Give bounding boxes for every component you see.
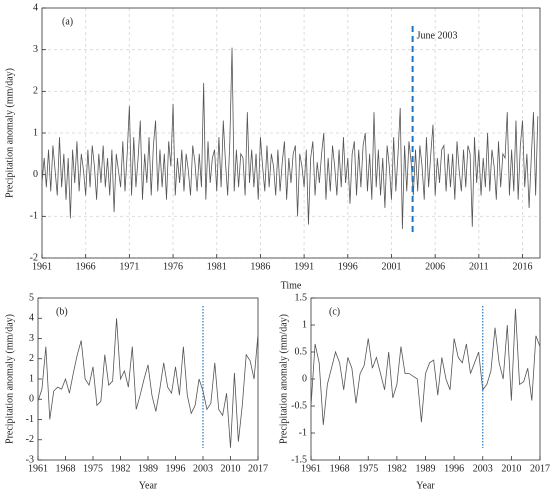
- x-axis-label: Year: [139, 480, 158, 491]
- x-tick-label: 1966: [76, 261, 96, 272]
- x-tick-label: 1991: [294, 261, 314, 272]
- y-tick-label: 1: [29, 373, 34, 384]
- y-tick-label: 0: [29, 394, 34, 405]
- y-tick-label: -2: [30, 252, 38, 263]
- y-axis-label: Precipitation anomaly (mm/day): [4, 68, 15, 198]
- y-tick-label: 3: [29, 333, 34, 344]
- x-axis-label: Year: [416, 480, 435, 491]
- x-tick-label: 1961: [301, 463, 321, 474]
- y-tick-label: -2: [26, 434, 34, 445]
- x-tick-label: 1976: [163, 261, 183, 272]
- series-line: [37, 318, 259, 448]
- plot-frame: [37, 297, 259, 461]
- x-tick-label: 2010: [501, 463, 521, 474]
- y-tick-label: 1: [302, 319, 307, 330]
- x-tick-label: 1982: [111, 463, 131, 474]
- panel-title: (c): [329, 306, 340, 317]
- x-tick-label: 1968: [56, 463, 76, 474]
- y-tick-label: 5: [29, 292, 34, 303]
- y-axis-label: Precipitation anomaly (mm/day): [278, 314, 289, 444]
- x-tick-label: 1975: [358, 463, 378, 474]
- x-tick-label: 2003: [193, 463, 213, 474]
- x-tick-label: 2001: [381, 261, 401, 272]
- x-tick-label: 2011: [469, 261, 489, 272]
- x-tick-label: 1982: [387, 463, 407, 474]
- y-tick-label: -1: [30, 211, 38, 222]
- y-tick-label: 4: [33, 2, 38, 13]
- x-tick-label: 1996: [166, 463, 186, 474]
- y-tick-label: -1.5: [291, 454, 307, 465]
- x-tick-label: 1996: [444, 463, 464, 474]
- x-tick-label: 1971: [119, 261, 139, 272]
- x-tick-label: 1975: [83, 463, 103, 474]
- x-tick-label: 1989: [138, 463, 158, 474]
- y-tick-label: -0.5: [291, 400, 307, 411]
- y-tick-label: 4: [29, 313, 34, 324]
- x-tick-label: 1986: [250, 261, 270, 272]
- y-tick-label: 1.5: [295, 292, 308, 303]
- x-tick-label: 2003: [473, 463, 493, 474]
- series-line: [310, 308, 541, 425]
- y-tick-label: 2: [29, 353, 34, 364]
- panel-title: (b): [56, 306, 68, 317]
- series-line: [41, 47, 539, 229]
- x-tick-label: 1996: [338, 261, 358, 272]
- y-tick-label: 0.5: [295, 346, 308, 357]
- x-tick-label: 1961: [32, 261, 52, 272]
- plot-frame: [41, 7, 541, 259]
- plot-frame: [310, 297, 541, 461]
- y-tick-label: 3: [33, 44, 38, 55]
- x-tick-label: 2017: [248, 463, 268, 474]
- x-tick-label: 2017: [530, 463, 550, 474]
- y-tick-label: 2: [33, 86, 38, 97]
- y-tick-label: -1: [299, 427, 307, 438]
- y-tick-label: 0: [33, 169, 38, 180]
- y-tick-label: 0: [302, 373, 307, 384]
- x-tick-label: 1989: [416, 463, 436, 474]
- x-tick-label: 1968: [330, 463, 350, 474]
- reference-label: June 2003: [417, 30, 458, 41]
- x-tick-label: 2016: [513, 261, 533, 272]
- y-tick-label: -3: [26, 454, 34, 465]
- x-tick-label: 1961: [28, 463, 48, 474]
- y-tick-label: 1: [33, 127, 38, 138]
- x-tick-label: 1981: [207, 261, 227, 272]
- x-tick-label: 2010: [221, 463, 241, 474]
- x-tick-label: 2006: [425, 261, 445, 272]
- panel-title: (a): [62, 16, 73, 27]
- y-tick-label: -1: [26, 414, 34, 425]
- y-axis-label: Precipitation anomaly (mm/day): [4, 314, 15, 444]
- x-axis-label: Time: [281, 280, 302, 291]
